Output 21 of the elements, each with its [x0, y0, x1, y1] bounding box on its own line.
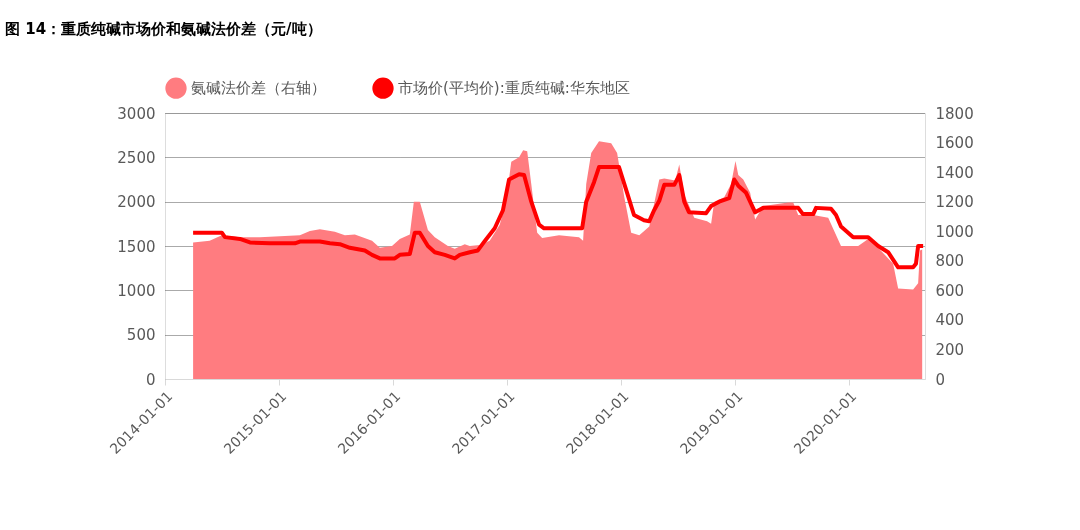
- y-tick-label: 1500: [117, 237, 156, 256]
- y2-tick-label: 400: [935, 311, 965, 330]
- y-tick-label: 2500: [117, 148, 156, 167]
- y2-tick-label: 1200: [935, 193, 974, 212]
- line-series: [191, 165, 926, 270]
- y2-tick-label: 0: [935, 370, 946, 389]
- y-tick-label: 500: [126, 326, 156, 345]
- y2-tick-label: 1000: [935, 222, 974, 241]
- chart-title: 图 14：重质纯碱市场价和氨碱法价差（元/吨）: [5, 20, 322, 38]
- legend-label: 市场价(平均价):重质纯碱:华东地区: [398, 79, 630, 98]
- y2-tick-label: 1600: [935, 134, 974, 153]
- y2-tick-label: 200: [935, 340, 965, 359]
- y-tick-label: 3000: [117, 104, 156, 123]
- y2-tick-label: 800: [935, 252, 965, 271]
- y2-tick-label: 1400: [935, 163, 974, 182]
- y-tick-label: 1000: [117, 281, 156, 300]
- y2-tick-label: 1800: [935, 104, 974, 123]
- y-tick-label: 2000: [117, 193, 156, 212]
- y-tick-label: 0: [145, 370, 156, 389]
- legend-label: 氨碱法价差（右轴）: [191, 79, 326, 98]
- y2-tick-label: 600: [935, 281, 965, 300]
